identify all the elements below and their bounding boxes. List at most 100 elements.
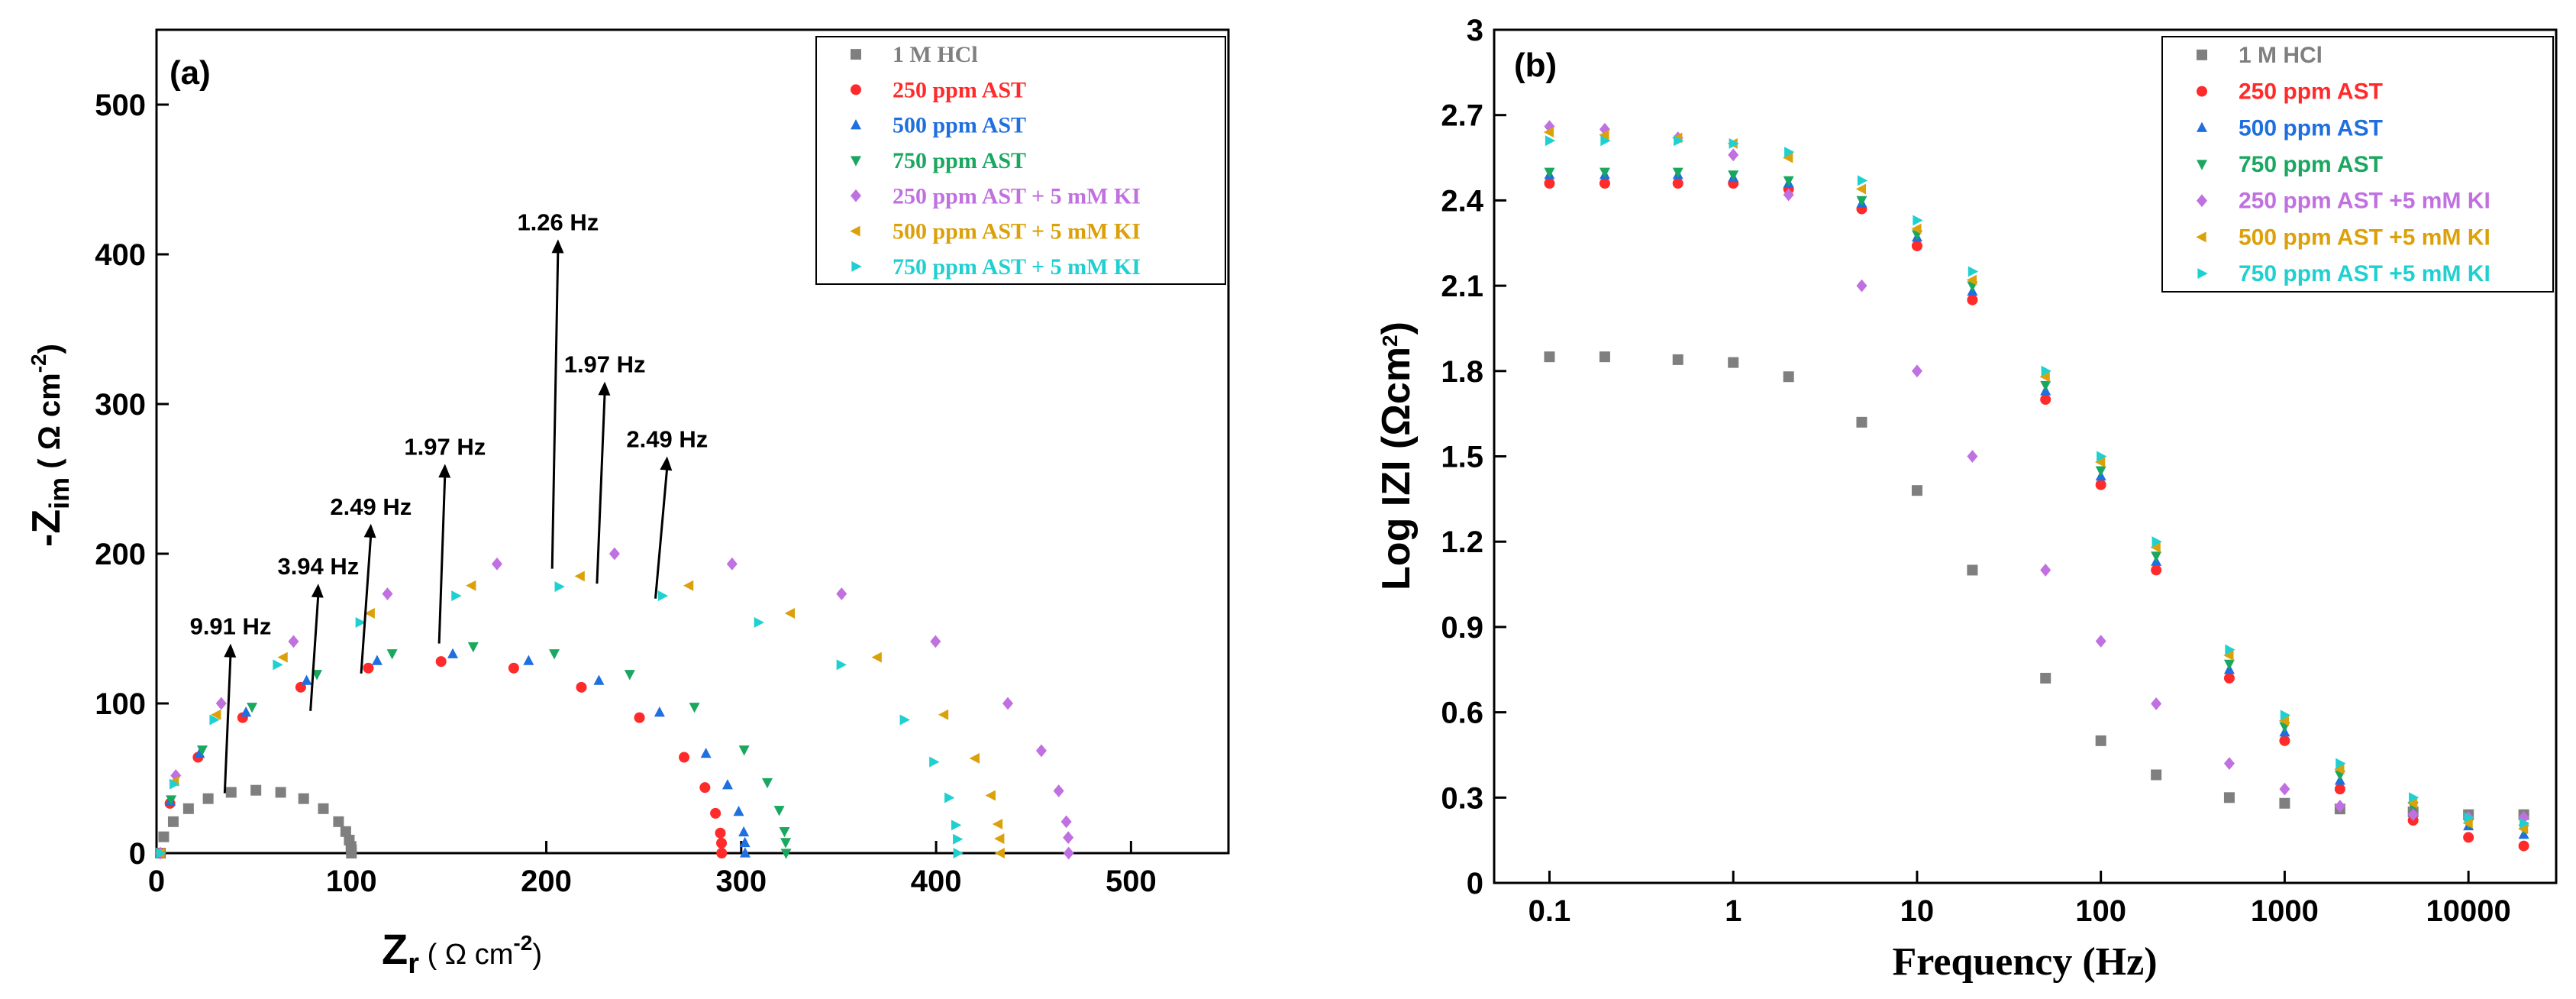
marker [523,655,534,665]
marker [738,826,750,837]
marker [2409,792,2419,803]
label-part: -2 [27,354,50,373]
y-tick-label: 400 [95,238,146,272]
marker [1672,167,1683,178]
marker [1855,183,1867,195]
marker [277,651,288,663]
marker [1599,178,1610,189]
marker [1002,697,1014,710]
label-part: ( Ω cm [33,373,66,477]
marker [247,703,258,713]
marker [779,826,790,838]
marker [2152,536,2162,548]
marker [2463,832,2474,843]
marker [657,590,669,602]
x-tick-label: 100 [326,865,377,898]
marker [169,778,180,790]
marker [1967,294,1978,306]
marker [318,803,329,814]
label-part: ( Ω cm [419,939,513,971]
marker [156,848,166,858]
marker [333,816,344,827]
marker [355,616,366,628]
marker [2040,394,2051,406]
marker [1543,127,1554,138]
marker [700,747,712,758]
marker [167,816,179,827]
marker [1053,784,1064,797]
legend-label: 250 ppm AST [893,77,1026,102]
marker [301,674,312,685]
marker [1600,135,1611,147]
marker [491,557,502,571]
marker [312,670,323,681]
marker [2196,231,2206,243]
marker [2407,808,2419,822]
marker [2278,715,2290,726]
marker [1968,266,1979,277]
marker [2518,810,2529,824]
marker [739,836,751,848]
marker [211,709,221,720]
marker [1856,416,1867,428]
x-tick-label: 10 [1900,894,1935,928]
marker [225,787,237,798]
marker [762,778,773,789]
marker [1060,815,1072,829]
marker [1599,167,1610,178]
panel-label: (b) [1514,47,1557,84]
legend-label: 500 ppm AST [2239,115,2383,141]
marker [386,649,398,660]
marker [2197,160,2207,170]
marker [2095,466,2106,477]
marker [780,849,792,859]
marker [275,787,286,798]
legend-label: 1 M HCl [893,42,978,67]
marker [1729,137,1739,149]
annotation-label: 2.49 Hz [330,493,412,520]
marker [1063,846,1074,860]
marker [1728,357,1739,368]
marker [953,848,964,858]
marker [202,793,214,804]
marker [288,635,299,648]
marker [166,795,177,806]
marker [851,156,861,166]
x-axis-label: Frequency (Hz) [1892,940,2157,984]
marker [2197,121,2207,132]
annotation-label: 3.94 Hz [277,553,359,580]
marker [2336,758,2346,769]
marker [158,831,169,842]
marker [2040,380,2051,392]
marker [215,697,227,710]
marker [754,616,764,628]
marker [2280,710,2291,721]
marker [2151,551,2162,562]
marker [2279,797,2290,809]
marker [1911,223,1922,234]
marker [851,84,861,95]
y-tick-label: 3 [1467,14,1483,47]
marker [1967,450,1978,463]
x-tick-label: 10000 [2426,894,2511,928]
marker [689,703,700,713]
marker [1911,240,1922,251]
marker [1784,147,1795,158]
marker [836,659,847,671]
marker [1856,279,1867,293]
marker [1599,351,1610,363]
label-part: ) [532,939,542,971]
legend-label: 500 ppm AST + 5 mM KI [893,219,1141,244]
marker [985,790,996,801]
marker [1911,364,1922,378]
marker [508,662,519,674]
marker [699,782,711,794]
marker [721,779,733,790]
marker [250,784,262,796]
marker [994,833,1005,845]
y-tick-label: 2.7 [1441,99,1483,133]
x-tick-label: 1000 [2251,894,2319,928]
x-tick-label: 0.1 [1528,894,1571,928]
y-tick-label: 1.5 [1441,441,1483,474]
x-tick-label: 0 [148,865,165,898]
